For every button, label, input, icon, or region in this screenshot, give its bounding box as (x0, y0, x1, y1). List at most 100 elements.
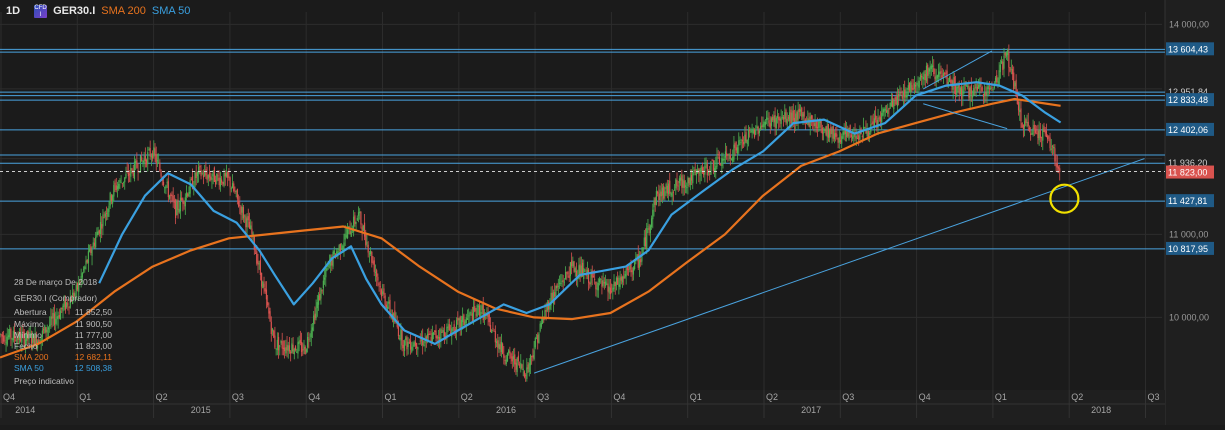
candle-body (1026, 122, 1028, 123)
sma200-legend[interactable]: SMA 200 (101, 5, 146, 17)
candle-body (33, 335, 35, 346)
candle-body (756, 125, 758, 129)
level-tag[interactable] (1166, 122, 1214, 136)
candle-body (701, 167, 704, 174)
level-tag[interactable] (1166, 241, 1214, 255)
candle-body (808, 119, 810, 127)
y-tick-label: 11 000,00 (1169, 229, 1208, 239)
candle-body (374, 272, 377, 273)
candle-body (712, 160, 714, 171)
candle-body (280, 341, 282, 343)
candle-body (422, 337, 424, 346)
candle-body (549, 305, 551, 310)
candle-body (770, 118, 773, 126)
candle-body (11, 338, 13, 340)
candle-body (141, 157, 143, 161)
candle-body (179, 197, 182, 212)
candle-body (574, 268, 576, 272)
candle-body (769, 123, 771, 128)
candle-body (974, 87, 976, 89)
candle-body (858, 135, 860, 140)
candle-body (607, 283, 609, 292)
candle-body (199, 165, 201, 168)
candle-body (564, 272, 567, 279)
level-tag[interactable] (1166, 194, 1214, 208)
candle-body (305, 349, 308, 352)
candle-body (409, 340, 412, 350)
candle-body (797, 109, 799, 120)
candle-body (676, 179, 678, 186)
candle-body (1051, 146, 1054, 148)
candle-body (230, 188, 232, 190)
candle-body (526, 367, 528, 379)
candle-body (27, 330, 29, 340)
candle-body (497, 340, 499, 348)
quarter-label: Q2 (766, 392, 778, 402)
candle-body (385, 304, 387, 308)
candle-body (85, 260, 87, 265)
candle-body (430, 337, 432, 343)
symbol-label[interactable]: GER30.I (53, 5, 96, 17)
level-tag[interactable] (1166, 42, 1214, 56)
candle-body (152, 153, 154, 159)
candle-body (615, 277, 618, 286)
candle-body (877, 117, 879, 128)
candle-body (638, 259, 641, 268)
chart-header: 1D CFD I GER30.I SMA 200 SMA 50 (0, 3, 196, 19)
candle-body (474, 306, 476, 312)
candle-body (689, 177, 691, 185)
candle-body (506, 352, 509, 362)
candle-body (959, 87, 962, 95)
candle-body (963, 85, 965, 90)
candle-body (1003, 55, 1005, 69)
candle-body (264, 288, 266, 292)
candle-body (53, 313, 56, 325)
candle-body (569, 262, 572, 276)
candle-body (563, 281, 565, 283)
candle-body (896, 95, 899, 107)
trendline[interactable] (923, 103, 1008, 130)
candle-body (724, 151, 727, 158)
timeframe-selector[interactable]: 1D (6, 5, 21, 17)
sma200-line[interactable] (0, 97, 1061, 359)
candle-body (522, 368, 524, 371)
trendline[interactable] (922, 50, 993, 90)
sma50-line[interactable] (98, 81, 1062, 345)
candle-body (831, 128, 833, 135)
candle-body (12, 330, 14, 341)
candle-body (762, 124, 764, 128)
candle-body (319, 293, 321, 301)
candle-body (832, 126, 834, 139)
candle-body (360, 212, 362, 225)
candle-body (986, 87, 988, 95)
candle-body (1005, 52, 1008, 57)
candle-body (339, 243, 341, 252)
candle-body (378, 283, 380, 286)
candle-body (423, 344, 425, 346)
quarter-label: Q4 (613, 392, 625, 402)
level-tag[interactable] (1166, 93, 1214, 107)
candle-body (647, 225, 649, 227)
candle-body (810, 115, 813, 119)
candle-body (913, 83, 915, 90)
candle-body (1049, 137, 1051, 149)
candle-body (216, 173, 218, 182)
candle-body (835, 133, 837, 137)
sma50-legend[interactable]: SMA 50 (151, 5, 191, 17)
candle-body (618, 284, 620, 287)
candle-body (28, 332, 30, 340)
candle-body (933, 68, 935, 75)
annotation-circle[interactable] (1049, 183, 1080, 214)
trendline[interactable] (533, 158, 1145, 374)
candle-body (641, 253, 643, 262)
candle-body (257, 260, 259, 265)
candle-body (632, 267, 635, 275)
info-row: Mínimo 11 777,00 (14, 330, 112, 341)
info-date: 28 De março De 2018 (14, 277, 98, 287)
quarter-label: Q2 (156, 392, 168, 402)
candle-body (537, 334, 539, 343)
candle-body (987, 86, 989, 90)
candle-body (4, 340, 6, 342)
